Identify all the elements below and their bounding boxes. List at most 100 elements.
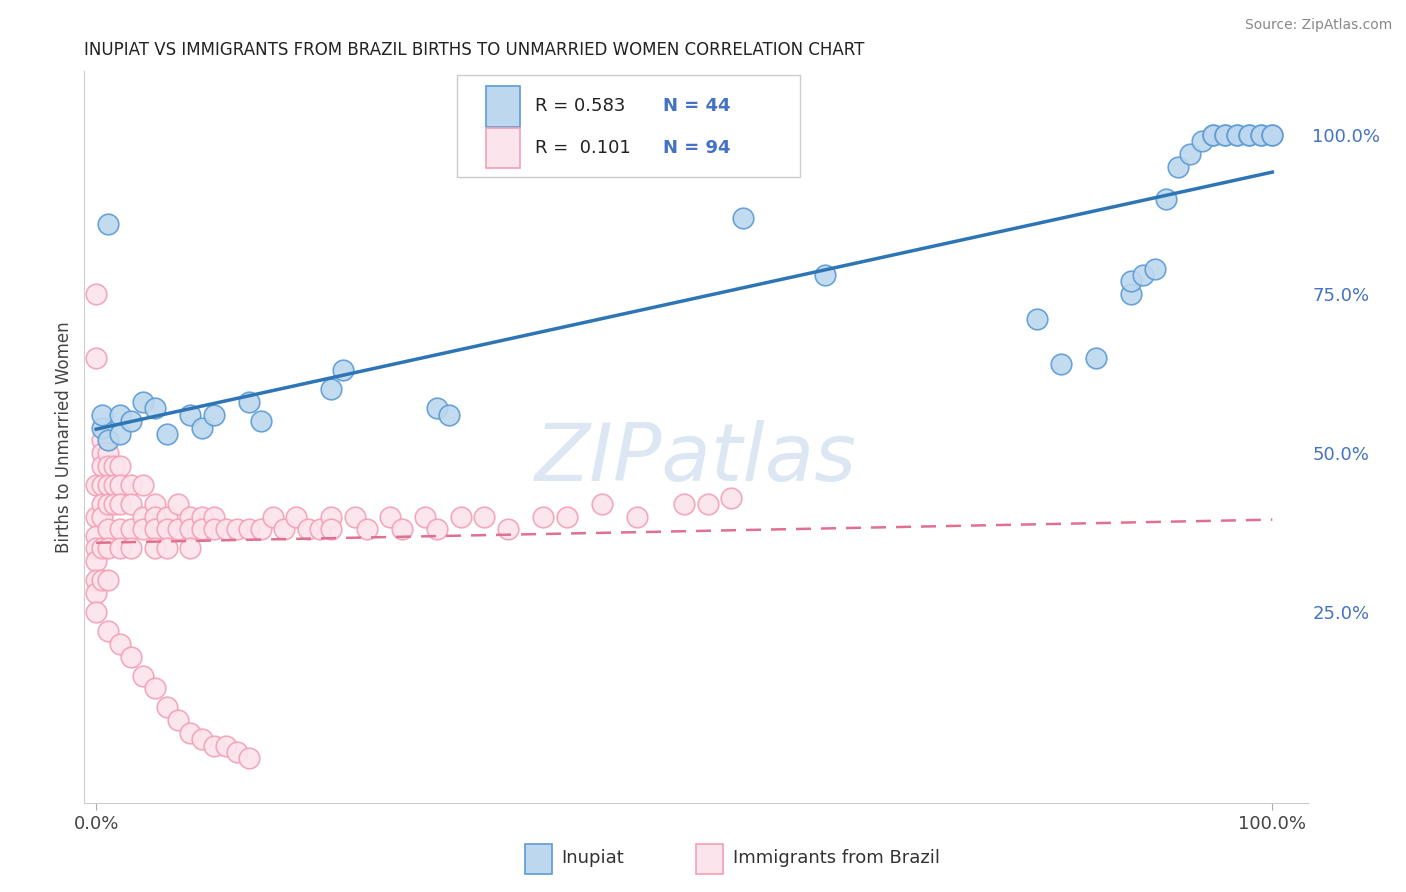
Point	[1167, 160, 1189, 174]
Point	[1213, 128, 1236, 142]
FancyBboxPatch shape	[524, 845, 551, 874]
Point	[156, 541, 179, 556]
Point	[273, 522, 295, 536]
Point	[226, 522, 249, 536]
Point	[167, 522, 190, 536]
Point	[108, 458, 131, 473]
Point	[108, 408, 131, 422]
Point	[472, 509, 495, 524]
Point	[673, 497, 696, 511]
Point	[91, 434, 114, 448]
Point	[97, 522, 120, 536]
Point	[84, 573, 107, 587]
Point	[238, 522, 260, 536]
Point	[437, 408, 460, 422]
Point	[380, 509, 402, 524]
Point	[97, 434, 120, 448]
FancyBboxPatch shape	[485, 128, 520, 169]
Point	[1143, 261, 1166, 276]
Point	[108, 541, 131, 556]
Point	[214, 522, 236, 536]
Point	[343, 509, 366, 524]
Point	[91, 477, 114, 491]
Point	[179, 509, 201, 524]
Point	[321, 509, 343, 524]
Text: INUPIAT VS IMMIGRANTS FROM BRAZIL BIRTHS TO UNMARRIED WOMEN CORRELATION CHART: INUPIAT VS IMMIGRANTS FROM BRAZIL BIRTHS…	[84, 41, 865, 59]
Point	[143, 681, 166, 696]
Point	[191, 732, 214, 747]
Point	[426, 522, 449, 536]
Point	[103, 477, 125, 491]
Point	[120, 497, 142, 511]
Point	[120, 477, 142, 491]
Point	[1178, 147, 1201, 161]
Point	[202, 739, 225, 753]
Point	[249, 414, 271, 428]
Text: R =  0.101: R = 0.101	[534, 139, 630, 157]
Point	[132, 522, 155, 536]
Point	[132, 477, 155, 491]
Point	[108, 477, 131, 491]
Point	[108, 497, 131, 511]
Point	[814, 268, 837, 282]
Point	[555, 509, 578, 524]
Point	[626, 509, 648, 524]
Point	[249, 522, 271, 536]
Point	[97, 458, 120, 473]
Point	[1049, 357, 1071, 371]
Point	[1202, 128, 1225, 142]
Text: Immigrants from Brazil: Immigrants from Brazil	[733, 848, 939, 867]
Point	[262, 509, 284, 524]
Point	[321, 383, 343, 397]
Point	[179, 726, 201, 740]
Point	[143, 509, 166, 524]
Point	[97, 446, 120, 460]
Point	[91, 408, 114, 422]
Point	[143, 497, 166, 511]
Point	[132, 509, 155, 524]
Point	[91, 573, 114, 587]
Point	[84, 605, 107, 619]
Point	[1250, 128, 1272, 142]
Point	[238, 751, 260, 765]
Text: N = 44: N = 44	[664, 97, 731, 115]
Point	[143, 541, 166, 556]
Point	[426, 401, 449, 416]
Point	[1250, 128, 1272, 142]
Text: ZIPatlas: ZIPatlas	[534, 420, 858, 498]
Point	[120, 522, 142, 536]
Point	[531, 509, 554, 524]
Point	[1213, 128, 1236, 142]
Point	[108, 637, 131, 651]
Point	[1026, 312, 1049, 326]
Point	[120, 414, 142, 428]
Point	[191, 420, 214, 434]
Point	[91, 446, 114, 460]
Point	[202, 522, 225, 536]
Point	[356, 522, 378, 536]
Point	[321, 522, 343, 536]
Point	[103, 458, 125, 473]
Point	[97, 541, 120, 556]
Point	[84, 529, 107, 543]
Point	[120, 649, 142, 664]
Point	[120, 541, 142, 556]
Point	[156, 509, 179, 524]
Point	[143, 522, 166, 536]
Point	[179, 408, 201, 422]
FancyBboxPatch shape	[696, 845, 723, 874]
Point	[1132, 268, 1154, 282]
Point	[1191, 134, 1213, 148]
Point	[179, 541, 201, 556]
Point	[84, 477, 107, 491]
Y-axis label: Births to Unmarried Women: Births to Unmarried Women	[55, 321, 73, 553]
Point	[191, 509, 214, 524]
Point	[156, 522, 179, 536]
Point	[108, 426, 131, 441]
Point	[84, 351, 107, 365]
Point	[108, 522, 131, 536]
Text: Inupiat: Inupiat	[561, 848, 624, 867]
Point	[84, 586, 107, 600]
Point	[720, 491, 742, 505]
Point	[179, 522, 201, 536]
